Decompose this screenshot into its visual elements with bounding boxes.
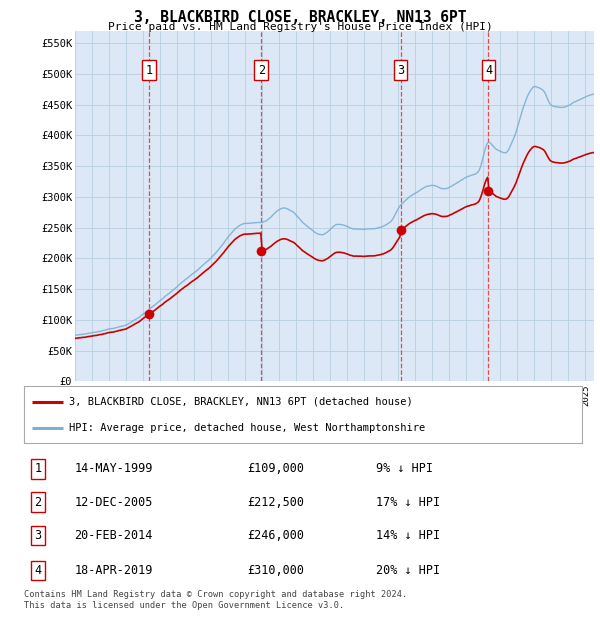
Text: 18-APR-2019: 18-APR-2019 [74, 564, 152, 577]
Text: 20% ↓ HPI: 20% ↓ HPI [376, 564, 440, 577]
Text: 20-FEB-2014: 20-FEB-2014 [74, 529, 152, 542]
Text: 3: 3 [34, 529, 41, 542]
Text: £246,000: £246,000 [247, 529, 304, 542]
Text: Contains HM Land Registry data © Crown copyright and database right 2024.
This d: Contains HM Land Registry data © Crown c… [24, 590, 407, 609]
Text: 12-DEC-2005: 12-DEC-2005 [74, 496, 152, 508]
Text: £109,000: £109,000 [247, 463, 304, 475]
Text: 3: 3 [397, 64, 404, 77]
Text: 4: 4 [485, 64, 492, 77]
Text: 4: 4 [34, 564, 41, 577]
Text: 14% ↓ HPI: 14% ↓ HPI [376, 529, 440, 542]
Text: 3, BLACKBIRD CLOSE, BRACKLEY, NN13 6PT (detached house): 3, BLACKBIRD CLOSE, BRACKLEY, NN13 6PT (… [68, 397, 412, 407]
Text: 2: 2 [258, 64, 265, 77]
Text: £212,500: £212,500 [247, 496, 304, 508]
Text: 14-MAY-1999: 14-MAY-1999 [74, 463, 152, 475]
Text: 3, BLACKBIRD CLOSE, BRACKLEY, NN13 6PT: 3, BLACKBIRD CLOSE, BRACKLEY, NN13 6PT [134, 10, 466, 25]
Text: HPI: Average price, detached house, West Northamptonshire: HPI: Average price, detached house, West… [68, 423, 425, 433]
Text: £310,000: £310,000 [247, 564, 304, 577]
Text: Price paid vs. HM Land Registry's House Price Index (HPI): Price paid vs. HM Land Registry's House … [107, 22, 493, 32]
Text: 9% ↓ HPI: 9% ↓ HPI [376, 463, 433, 475]
Text: 2: 2 [34, 496, 41, 508]
Text: 17% ↓ HPI: 17% ↓ HPI [376, 496, 440, 508]
Text: 1: 1 [146, 64, 153, 77]
Text: 1: 1 [34, 463, 41, 475]
